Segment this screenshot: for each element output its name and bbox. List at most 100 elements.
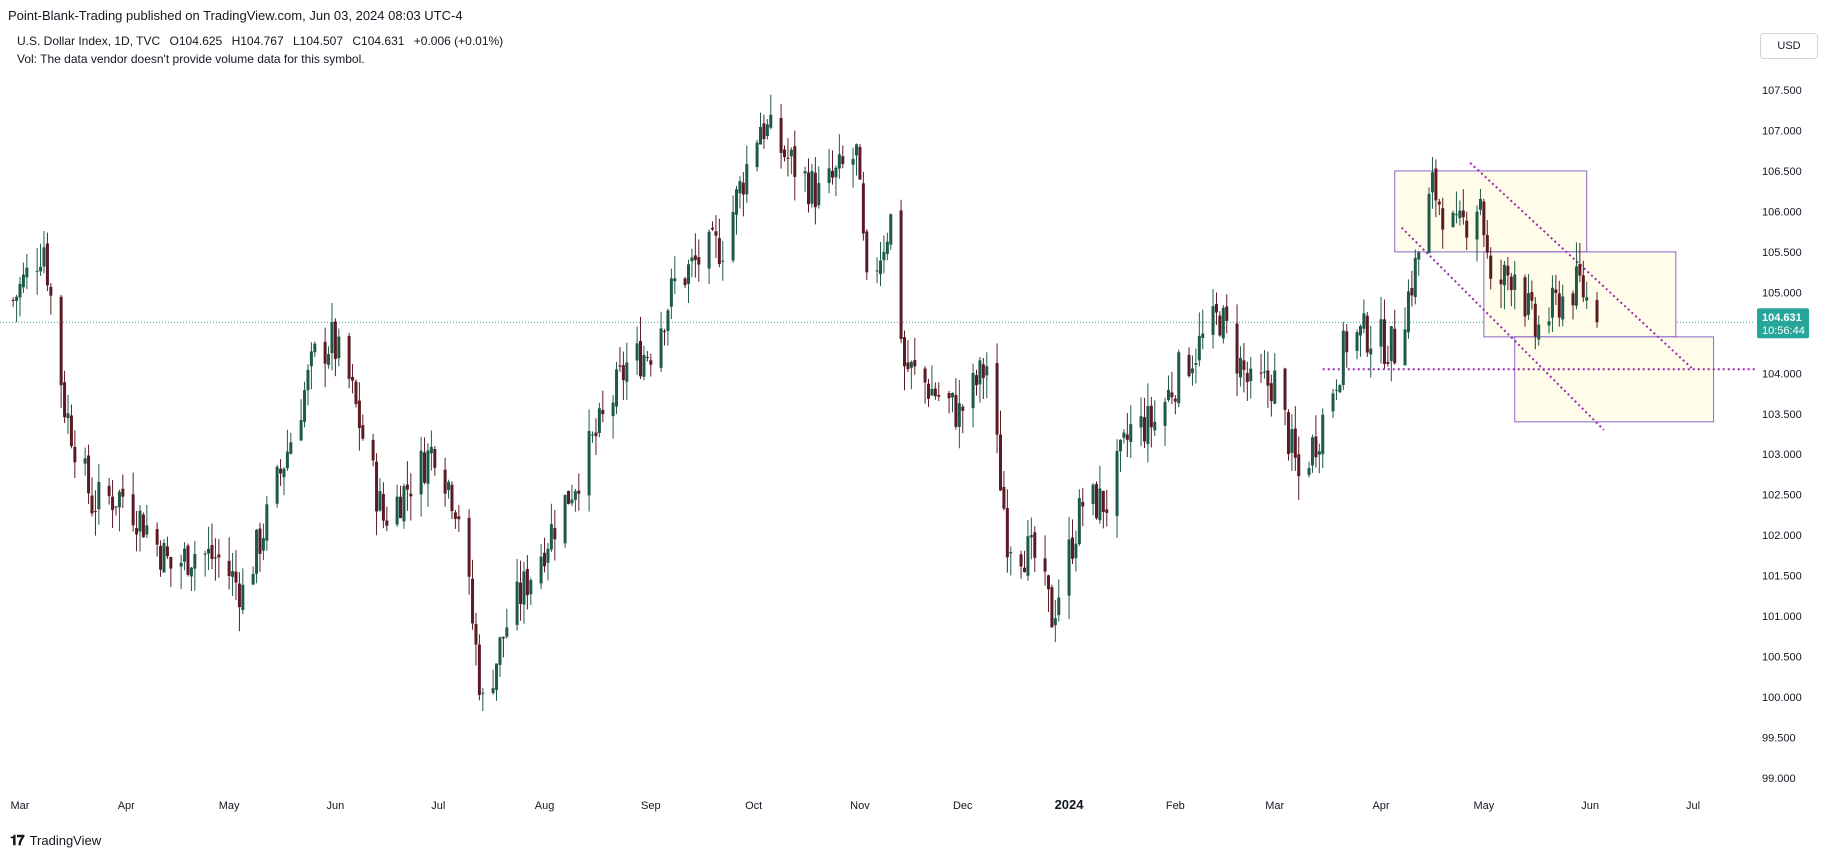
candle-body: [858, 146, 862, 180]
candle-body: [193, 554, 197, 569]
price-chart[interactable]: 107.500 107.000 106.500 106.000 105.500 105.0…: [0, 28, 1835, 828]
candle-body: [1502, 264, 1506, 286]
candle-body: [39, 266, 43, 272]
candle-body: [1430, 172, 1434, 193]
price-tag-box: [1757, 308, 1809, 339]
x-tick-label: Jul: [1686, 800, 1700, 812]
x-tick-label: May: [219, 800, 240, 812]
price-axis: 107.500 107.000 106.500 106.000 105.500 105.0…: [1762, 85, 1802, 785]
x-tick-label: Mar: [1265, 800, 1284, 812]
candle-body: [1273, 370, 1277, 404]
candle-body: [1101, 490, 1105, 512]
candle-body: [522, 571, 526, 605]
candle-body: [837, 154, 841, 169]
candle-body: [1129, 424, 1133, 442]
candle-body: [573, 491, 577, 500]
candle-body: [1485, 235, 1489, 253]
candle-body: [1238, 357, 1242, 378]
candle-body: [1153, 421, 1157, 431]
candle-body: [409, 493, 413, 497]
high-value: H104.767: [231, 34, 284, 48]
candle-body: [1074, 543, 1078, 559]
candle-body: [501, 636, 505, 639]
candle-body: [1105, 509, 1109, 513]
candle-body: [635, 343, 639, 361]
publisher-text: Point-Blank-Trading published on Trading…: [8, 8, 463, 23]
candle-body: [251, 573, 255, 585]
candle-body: [1321, 414, 1325, 455]
candle-body: [1358, 325, 1362, 336]
candle-body: [361, 425, 365, 439]
candle-body: [1533, 303, 1537, 337]
candle-body: [759, 126, 763, 145]
candle-body: [711, 227, 715, 230]
x-tick-label: Aug: [535, 800, 555, 812]
candle-body: [1067, 539, 1071, 596]
candle-body: [258, 528, 262, 554]
candle-body: [950, 392, 954, 398]
candle-body: [1403, 329, 1407, 366]
candle-body: [1214, 303, 1218, 313]
candle-body: [851, 158, 855, 165]
drawings-layer: [0, 162, 1755, 431]
candle-body: [107, 485, 111, 496]
candle-body: [189, 567, 193, 577]
candle-body: [1578, 264, 1582, 276]
low-value: L104.507: [292, 34, 344, 48]
candle-body: [930, 388, 934, 396]
candle-body: [117, 491, 121, 508]
candle-body: [1482, 201, 1486, 236]
candle-body: [1417, 252, 1421, 260]
candle-body: [1362, 313, 1366, 329]
currency-button[interactable]: USD: [1760, 33, 1818, 59]
candle-body: [1002, 487, 1006, 509]
candle-body: [1509, 276, 1513, 290]
candle-body: [1290, 429, 1294, 453]
candle-body: [21, 274, 25, 288]
candle-body: [87, 455, 91, 494]
candle-body: [926, 383, 930, 399]
candle-body: [577, 490, 581, 494]
candle-body: [1413, 257, 1417, 298]
x-tick-label: Apr: [1372, 800, 1389, 812]
candle-body: [786, 157, 790, 159]
symbol-title[interactable]: U.S. Dollar Index, 1D, TVC: [17, 34, 161, 48]
candle-body: [529, 580, 533, 595]
candle-body: [687, 264, 691, 284]
y-tick-label: 107.000: [1762, 125, 1802, 137]
candle-body: [1211, 306, 1215, 335]
candle-body: [717, 238, 721, 265]
candle-body: [35, 270, 39, 272]
candle-body: [762, 123, 766, 140]
candle-body: [731, 211, 735, 261]
footer-brand[interactable]: 𝟏𝟕 TradingView: [10, 829, 101, 851]
candle-body: [690, 257, 694, 262]
y-tick-label: 103.000: [1762, 449, 1802, 461]
candle-body: [1454, 214, 1458, 216]
candle-body: [666, 310, 670, 332]
candle-body: [978, 360, 982, 385]
channel-upper-line: [1469, 162, 1694, 370]
candle-body: [957, 403, 961, 427]
candle-body: [159, 545, 163, 570]
candle-body: [1242, 360, 1246, 370]
candle-body: [1341, 330, 1345, 385]
candle-body: [741, 182, 745, 195]
candle-body: [1286, 412, 1290, 455]
candle-body: [457, 516, 461, 520]
candle-body: [954, 394, 958, 427]
candle-body: [15, 296, 19, 301]
candle-body: [714, 231, 718, 236]
candle-body: [961, 406, 965, 411]
candle-body: [337, 336, 341, 359]
candle-body: [865, 231, 869, 273]
candle-body: [97, 481, 101, 510]
x-tick-label: Jun: [1581, 800, 1599, 812]
y-tick-label: 106.000: [1762, 206, 1802, 218]
candle-body: [1163, 401, 1167, 426]
candle-body: [597, 408, 601, 434]
candle-body: [1043, 558, 1047, 572]
candle-body: [1307, 468, 1311, 475]
candle-body: [789, 149, 793, 157]
candle-body: [433, 449, 437, 468]
